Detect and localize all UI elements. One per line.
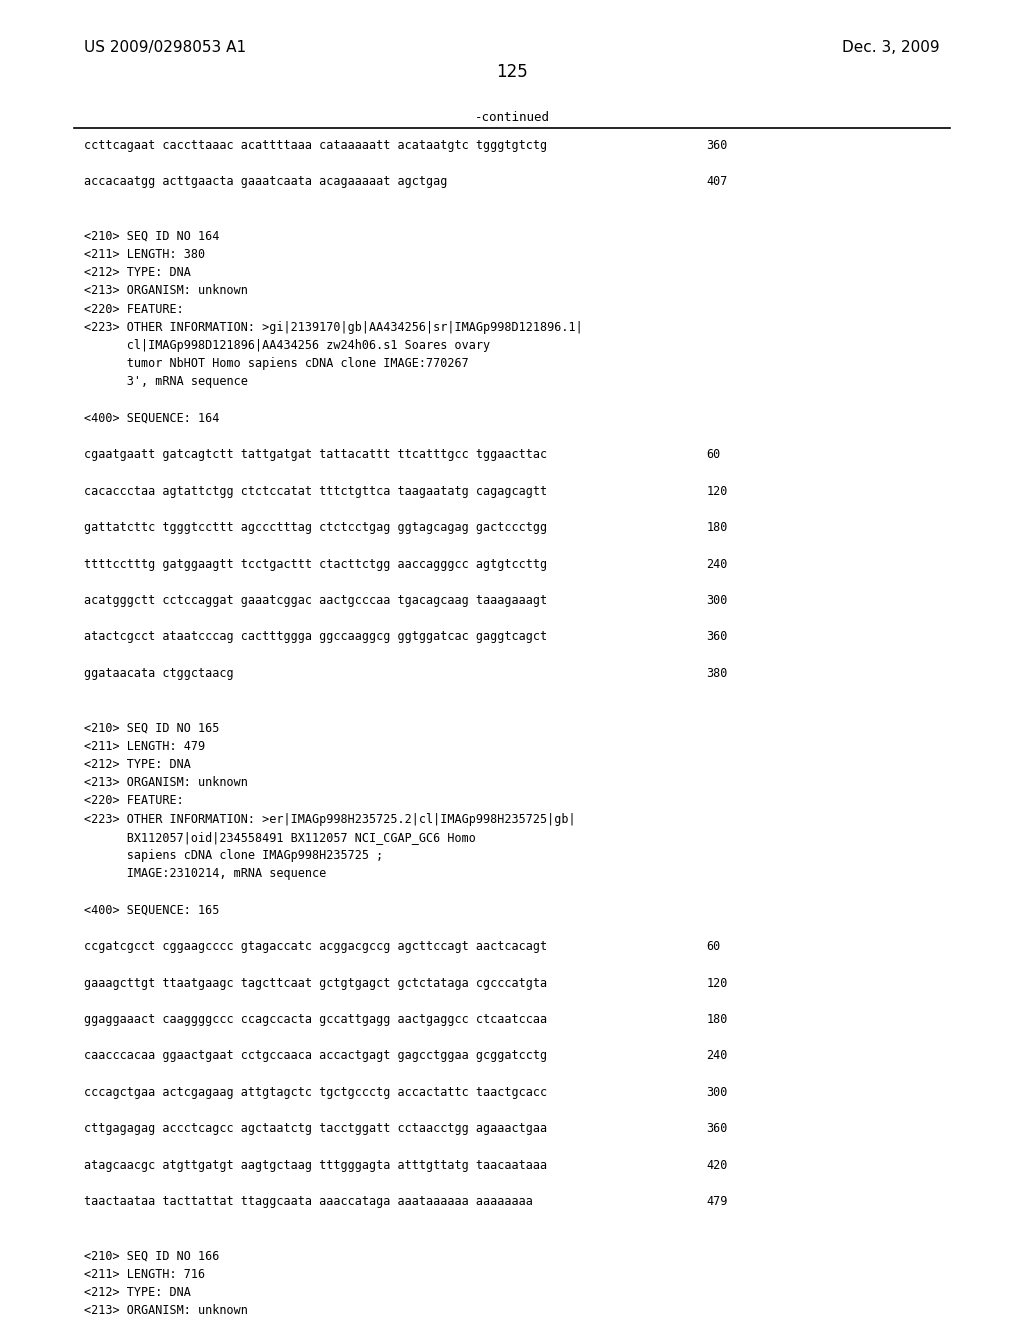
Text: <400> SEQUENCE: 164: <400> SEQUENCE: 164 — [84, 412, 219, 425]
Text: gaaagcttgt ttaatgaagc tagcttcaat gctgtgagct gctctataga cgcccatgta: gaaagcttgt ttaatgaagc tagcttcaat gctgtga… — [84, 977, 547, 990]
Text: cccagctgaa actcgagaag attgtagctc tgctgccctg accactattc taactgcacc: cccagctgaa actcgagaag attgtagctc tgctgcc… — [84, 1086, 547, 1098]
Text: sapiens cDNA clone IMAGp998H235725 ;: sapiens cDNA clone IMAGp998H235725 ; — [84, 849, 383, 862]
Text: 240: 240 — [707, 1049, 728, 1063]
Text: <213> ORGANISM: unknown: <213> ORGANISM: unknown — [84, 284, 248, 297]
Text: <211> LENGTH: 380: <211> LENGTH: 380 — [84, 248, 205, 261]
Text: 420: 420 — [707, 1159, 728, 1172]
Text: 300: 300 — [707, 594, 728, 607]
Text: ccttcagaat caccttaaac acattttaaa cataaaaatt acataatgtc tgggtgtctg: ccttcagaat caccttaaac acattttaaa cataaaa… — [84, 139, 547, 152]
Text: <211> LENGTH: 479: <211> LENGTH: 479 — [84, 739, 205, 752]
Text: cacaccctaa agtattctgg ctctccatat tttctgttca taagaatatg cagagcagtt: cacaccctaa agtattctgg ctctccatat tttctgt… — [84, 484, 547, 498]
Text: IMAGE:2310214, mRNA sequence: IMAGE:2310214, mRNA sequence — [84, 867, 327, 880]
Text: 60: 60 — [707, 449, 721, 461]
Text: <212> TYPE: DNA: <212> TYPE: DNA — [84, 758, 190, 771]
Text: 479: 479 — [707, 1195, 728, 1208]
Text: atagcaacgc atgttgatgt aagtgctaag tttgggagta atttgttatg taacaataaa: atagcaacgc atgttgatgt aagtgctaag tttggga… — [84, 1159, 547, 1172]
Text: accacaatgg acttgaacta gaaatcaata acagaaaaat agctgag: accacaatgg acttgaacta gaaatcaata acagaaa… — [84, 176, 447, 187]
Text: <400> SEQUENCE: 165: <400> SEQUENCE: 165 — [84, 904, 219, 916]
Text: <212> TYPE: DNA: <212> TYPE: DNA — [84, 1286, 190, 1299]
Text: <223> OTHER INFORMATION: >gi|2139170|gb|AA434256|sr|IMAGp998D121896.1|: <223> OTHER INFORMATION: >gi|2139170|gb|… — [84, 321, 583, 334]
Text: 60: 60 — [707, 940, 721, 953]
Text: 120: 120 — [707, 977, 728, 990]
Text: 360: 360 — [707, 1122, 728, 1135]
Text: caacccacaa ggaactgaat cctgccaaca accactgagt gagcctggaa gcggatcctg: caacccacaa ggaactgaat cctgccaaca accactg… — [84, 1049, 547, 1063]
Text: 240: 240 — [707, 557, 728, 570]
Text: ggataacata ctggctaacg: ggataacata ctggctaacg — [84, 667, 233, 680]
Text: -continued: -continued — [474, 111, 550, 124]
Text: 125: 125 — [496, 63, 528, 82]
Text: <213> ORGANISM: unknown: <213> ORGANISM: unknown — [84, 1304, 248, 1317]
Text: cttgagagag accctcagcc agctaatctg tacctggatt cctaacctgg agaaactgaa: cttgagagag accctcagcc agctaatctg tacctgg… — [84, 1122, 547, 1135]
Text: <212> TYPE: DNA: <212> TYPE: DNA — [84, 267, 190, 279]
Text: 360: 360 — [707, 631, 728, 643]
Text: 180: 180 — [707, 521, 728, 535]
Text: <220> FEATURE:: <220> FEATURE: — [84, 302, 183, 315]
Text: acatgggctt cctccaggat gaaatcggac aactgcccaa tgacagcaag taaagaaagt: acatgggctt cctccaggat gaaatcggac aactgcc… — [84, 594, 547, 607]
Text: 407: 407 — [707, 176, 728, 187]
Text: cgaatgaatt gatcagtctt tattgatgat tattacattt ttcatttgcc tggaacttac: cgaatgaatt gatcagtctt tattgatgat tattaca… — [84, 449, 547, 461]
Text: Dec. 3, 2009: Dec. 3, 2009 — [843, 40, 940, 55]
Text: gattatcttc tgggtccttt agccctttag ctctcctgag ggtagcagag gactccctgg: gattatcttc tgggtccttt agccctttag ctctcct… — [84, 521, 547, 535]
Text: ttttcctttg gatggaagtt tcctgacttt ctacttctgg aaccagggcc agtgtccttg: ttttcctttg gatggaagtt tcctgacttt ctacttc… — [84, 557, 547, 570]
Text: <210> SEQ ID NO 165: <210> SEQ ID NO 165 — [84, 722, 219, 734]
Text: <211> LENGTH: 716: <211> LENGTH: 716 — [84, 1269, 205, 1280]
Text: <213> ORGANISM: unknown: <213> ORGANISM: unknown — [84, 776, 248, 789]
Text: US 2009/0298053 A1: US 2009/0298053 A1 — [84, 40, 246, 55]
Text: tumor NbHOT Homo sapiens cDNA clone IMAGE:770267: tumor NbHOT Homo sapiens cDNA clone IMAG… — [84, 358, 469, 370]
Text: <210> SEQ ID NO 164: <210> SEQ ID NO 164 — [84, 230, 219, 243]
Text: taactaataa tacttattat ttaggcaata aaaccataga aaataaaaaa aaaaaaaa: taactaataa tacttattat ttaggcaata aaaccat… — [84, 1195, 532, 1208]
Text: <223> OTHER INFORMATION: >er|IMAGp998H235725.2|cl|IMAGp998H235725|gb|: <223> OTHER INFORMATION: >er|IMAGp998H23… — [84, 813, 575, 825]
Text: ggaggaaact caaggggccc ccagccacta gccattgagg aactgaggcc ctcaatccaa: ggaggaaact caaggggccc ccagccacta gccattg… — [84, 1012, 547, 1026]
Text: ccgatcgcct cggaagcccc gtagaccatc acggacgccg agcttccagt aactcacagt: ccgatcgcct cggaagcccc gtagaccatc acggacg… — [84, 940, 547, 953]
Text: <210> SEQ ID NO 166: <210> SEQ ID NO 166 — [84, 1250, 219, 1263]
Text: 180: 180 — [707, 1012, 728, 1026]
Text: atactcgcct ataatcccag cactttggga ggccaaggcg ggtggatcac gaggtcagct: atactcgcct ataatcccag cactttggga ggccaag… — [84, 631, 547, 643]
Text: BX112057|oid|234558491 BX112057 NCI_CGAP_GC6 Homo: BX112057|oid|234558491 BX112057 NCI_CGAP… — [84, 830, 476, 843]
Text: 120: 120 — [707, 484, 728, 498]
Text: cl|IMAGp998D121896|AA434256 zw24h06.s1 Soares ovary: cl|IMAGp998D121896|AA434256 zw24h06.s1 S… — [84, 339, 490, 352]
Text: 380: 380 — [707, 667, 728, 680]
Text: 300: 300 — [707, 1086, 728, 1098]
Text: <220> FEATURE:: <220> FEATURE: — [84, 795, 183, 808]
Text: 360: 360 — [707, 139, 728, 152]
Text: 3', mRNA sequence: 3', mRNA sequence — [84, 375, 248, 388]
